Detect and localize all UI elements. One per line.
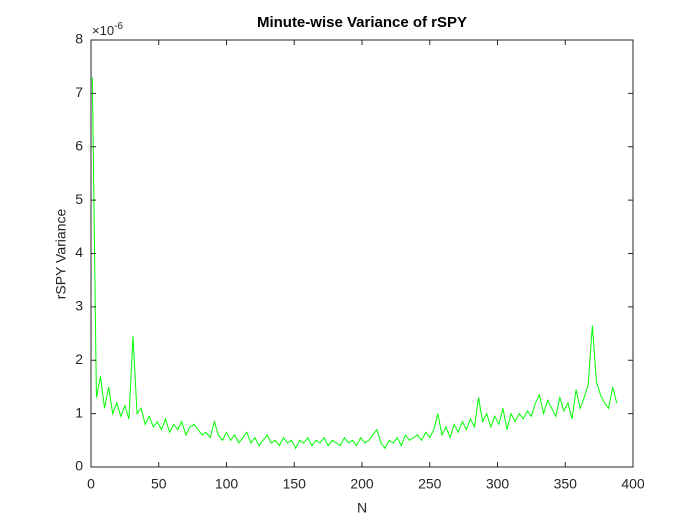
x-axis-label: N [357,500,367,516]
y-tick-label: 4 [75,244,83,260]
y-tick-label: 0 [75,458,83,474]
y-exponent-power: -6 [114,21,123,32]
y-tick-label: 8 [75,31,83,47]
y-exponent-base: ×10 [92,23,114,38]
y-tick-label: 1 [75,404,83,420]
x-tick-label: 100 [215,476,239,492]
y-tick-label: 6 [75,137,83,153]
x-tick-label: 50 [151,476,167,492]
y-tick-label: 2 [75,351,83,367]
x-tick-label: 350 [554,476,578,492]
x-tick-label: 400 [621,476,645,492]
x-tick-label: 150 [283,476,307,492]
data-line [91,77,618,450]
x-tick-label: 0 [87,476,95,492]
y-tick-label: 5 [75,191,83,207]
y-exponent: ×10-6 [92,21,123,39]
chart-title: Minute-wise Variance of rSPY [257,14,467,31]
y-axis-label: rSPY Variance [53,209,69,300]
x-tick-label: 300 [486,476,510,492]
x-tick-label: 200 [350,476,374,492]
y-tick-label: 7 [75,84,83,100]
x-tick-label: 250 [418,476,442,492]
y-tick-label: 3 [75,298,83,314]
